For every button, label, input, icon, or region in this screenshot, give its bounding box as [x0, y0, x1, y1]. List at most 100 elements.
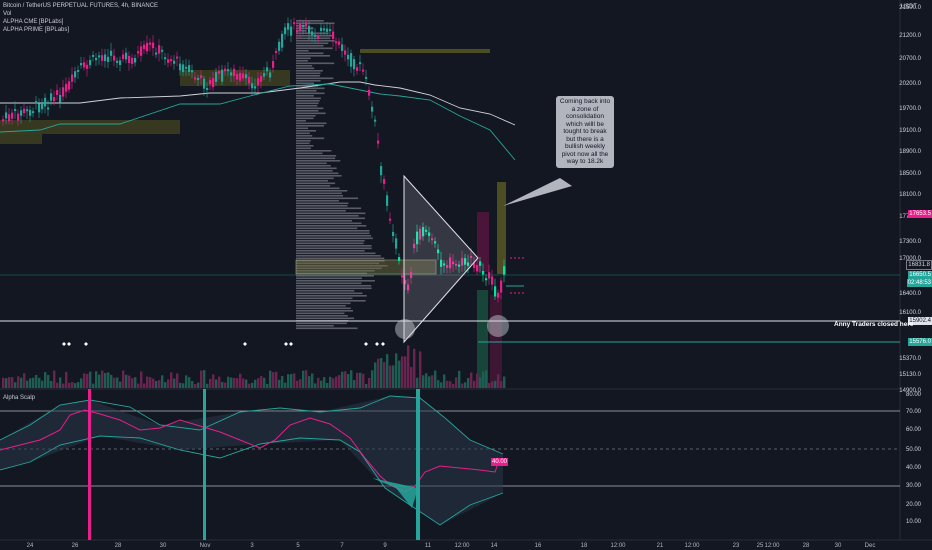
profile-row — [296, 207, 362, 210]
volume-bar — [149, 377, 152, 388]
candle-body — [155, 52, 158, 55]
oscillator-title[interactable]: Alpha Scalp — [3, 395, 36, 401]
volume-bar — [482, 371, 485, 388]
indicator-alpha-cme[interactable]: ALPHA CME [BPLabs] — [3, 19, 64, 25]
volume-bar — [191, 380, 194, 388]
volume-bar — [164, 382, 167, 388]
volume-bar — [257, 378, 260, 388]
profile-row — [296, 132, 310, 135]
alpha-line-teal — [0, 83, 516, 161]
symbol-title[interactable]: Bitcoin / TetherUS PERPETUAL FUTURES, 4h… — [3, 3, 159, 9]
candle-body — [71, 74, 74, 82]
osc-tick: 10.00 — [905, 519, 921, 525]
candle-body — [50, 93, 53, 101]
candle-body — [215, 72, 218, 82]
volume-bar — [335, 376, 338, 388]
candle-body — [26, 109, 29, 112]
profile-row — [296, 125, 325, 127]
candle-body — [350, 53, 353, 67]
candle-body — [251, 83, 254, 89]
profile-row — [296, 300, 366, 302]
profile-row — [296, 180, 329, 182]
volume-bar — [263, 377, 266, 388]
time-label: 25 — [757, 543, 764, 549]
diamond-signals — [62, 342, 385, 346]
candle-body — [461, 258, 464, 266]
candle-body — [176, 56, 179, 59]
candle-body — [44, 97, 47, 107]
time-label: 14 — [491, 543, 498, 549]
indicator-vol[interactable]: Vol — [3, 11, 12, 17]
profile-row — [296, 255, 381, 257]
volume-bar — [182, 383, 185, 388]
candle-body — [224, 68, 227, 72]
candle-body — [305, 22, 308, 27]
osc-tick: 30.00 — [905, 483, 921, 489]
candle-body — [392, 231, 395, 237]
profile-row — [296, 55, 331, 57]
profile-row — [296, 280, 375, 282]
profile-row — [296, 37, 331, 40]
time-label: 7 — [340, 543, 344, 549]
profile-row — [296, 70, 323, 72]
candle-body — [416, 231, 419, 245]
pivot-circle-left — [395, 319, 415, 339]
price-tag-16650: 16650.5 — [908, 271, 932, 279]
osc-band-upper — [0, 395, 504, 455]
zone-right-magenta — [477, 212, 489, 272]
callout-note[interactable]: Coming back into a zone of consolidation… — [556, 96, 614, 168]
closed-note[interactable]: Anny Traders closed here — [834, 321, 914, 328]
candle-body — [68, 81, 71, 90]
price-tag-17653: 17653.5 — [908, 210, 932, 218]
candle-body — [377, 140, 380, 144]
volume-bar — [365, 383, 368, 388]
candle-body — [443, 263, 446, 266]
profile-row — [296, 87, 325, 90]
profile-row — [296, 250, 365, 252]
volume-bar — [458, 370, 461, 388]
candle-body — [497, 292, 500, 298]
profile-row — [296, 237, 373, 240]
candle-body — [266, 67, 269, 72]
candle-body — [206, 87, 209, 90]
profile-row — [296, 295, 367, 297]
candle-body — [299, 23, 302, 31]
zone-right — [497, 182, 506, 274]
candle-body — [197, 78, 200, 81]
volume-bar — [119, 381, 122, 388]
candle-body — [464, 258, 467, 265]
profile-row — [296, 120, 306, 122]
candle-body — [56, 90, 59, 96]
candle-body — [74, 71, 77, 78]
volume-bar — [479, 377, 482, 388]
volume-bar — [419, 351, 422, 388]
candle-body — [77, 69, 80, 72]
profile-row — [296, 315, 348, 317]
profile-row — [296, 105, 318, 107]
candle-body — [257, 78, 260, 86]
profile-row — [296, 245, 372, 247]
candle-body — [149, 42, 152, 45]
volume-bar — [140, 371, 143, 388]
time-label: 16 — [535, 543, 542, 549]
profile-row — [296, 210, 346, 212]
time-label: 18 — [581, 543, 588, 549]
candle-body — [17, 113, 20, 121]
candle-body — [80, 63, 83, 66]
candle-body — [14, 109, 17, 112]
profile-row — [296, 160, 341, 162]
volume-bar — [359, 372, 362, 388]
profile-row — [296, 202, 349, 205]
indicator-alpha-prime[interactable]: ALPHA PRIME [BPLabs] — [3, 27, 70, 33]
candle-body — [434, 241, 437, 244]
profile-row — [296, 232, 370, 235]
volume-bars — [2, 345, 506, 388]
volume-bar — [350, 370, 353, 388]
profile-row — [296, 47, 333, 50]
volume-bar — [503, 376, 506, 388]
candle-body — [452, 261, 455, 265]
profile-row — [296, 67, 315, 70]
profile-row — [296, 157, 336, 160]
profile-row — [296, 102, 319, 105]
